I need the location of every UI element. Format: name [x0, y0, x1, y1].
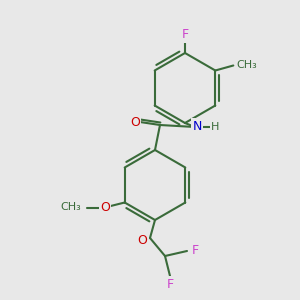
Text: O: O [137, 233, 147, 247]
Text: CH₃: CH₃ [60, 202, 81, 212]
Text: O: O [130, 116, 140, 128]
Text: N: N [192, 119, 202, 133]
Text: F: F [192, 244, 199, 257]
Text: F: F [182, 28, 189, 41]
Text: O: O [100, 201, 110, 214]
Text: H: H [211, 122, 219, 132]
Text: CH₃: CH₃ [236, 61, 257, 70]
Text: F: F [167, 278, 174, 290]
